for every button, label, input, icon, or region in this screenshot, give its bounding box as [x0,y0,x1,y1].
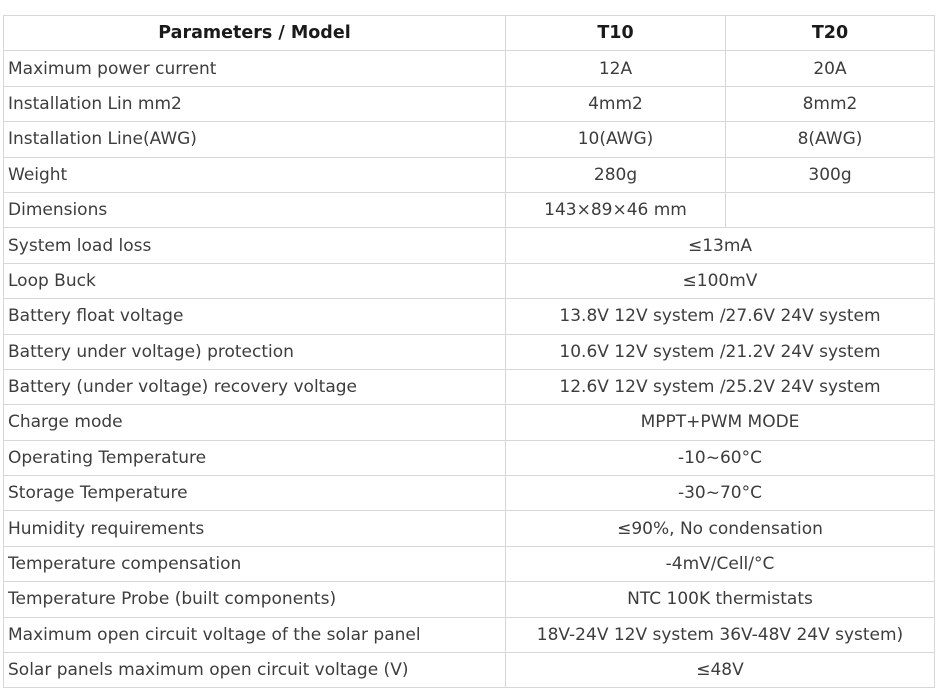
parameter-cell: Storage Temperature [3,475,506,512]
merged-value-cell: ≤13mA [505,227,935,264]
table-row: Storage Temperature -30~70°C [3,475,935,512]
parameter-cell: Charge mode [3,404,506,441]
spec-table-body: Maximum power current 12A 20A Installation … [3,50,935,689]
parameter-cell: Installation Lin mm2 [3,85,506,123]
t20-value-cell: 8(AWG) [725,121,935,158]
table-row: Humidity requirements ≤90%, No condensati… [3,510,935,547]
header-row: Parameters / Model T10 T20 [3,14,935,52]
t20-value-cell [725,191,935,229]
merged-value-cell: 18V-24V 12V system 36V-48V 24V system) [505,616,935,654]
merged-value-cell: 12.6V 12V system /25.2V 24V system [505,368,935,406]
t20-value-cell: 300g [725,156,935,193]
merged-value-cell: 10.6V 12V system /21.2V 24V system [505,333,935,370]
spec-table: Parameters / Model T10 T20 Maximum power… [3,14,935,689]
table-row: Battery under voltage) protection 10.6V 1… [3,333,935,370]
parameter-cell: Battery (under voltage) recovery voltage [3,368,506,406]
parameter-cell: System load loss [3,227,506,264]
t10-value-cell: 10(AWG) [505,121,726,158]
table-row: Operating Temperature -10~60°C [3,439,935,477]
table-row: Weight 280g 300g [3,156,935,193]
table-row: Loop Buck ≤100mV [3,262,935,300]
parameter-cell: Temperature compensation [3,545,506,583]
t10-value-cell: 143×89×46 mm [505,191,726,229]
table-row: Battery float voltage 13.8V 12V system /2… [3,298,935,335]
merged-value-cell: 13.8V 12V system /27.6V 24V system [505,298,935,335]
table-row: Battery (under voltage) recovery voltage… [3,368,935,406]
header-model-t10: T10 [505,14,726,52]
merged-value-cell: ≤90%, No condensation [505,510,935,547]
t20-value-cell: 20A [725,50,935,87]
spec-table-header: Parameters / Model T10 T20 [3,14,935,52]
table-row: Temperature compensation -4mV/Cell/°C [3,545,935,583]
table-row: Solar panels maximum open circuit voltag… [3,652,935,689]
table-row: Charge mode MPPT+PWM MODE [3,404,935,441]
t20-value-cell: 8mm2 [725,85,935,123]
merged-value-cell: ≤100mV [505,262,935,300]
table-row: Installation Lin mm2 4mm2 8mm2 [3,85,935,123]
parameter-cell: Maximum power current [3,50,506,87]
merged-value-cell: -30~70°C [505,475,935,512]
parameter-cell: Maximum open circuit voltage of the sola… [3,616,506,654]
t10-value-cell: 4mm2 [505,85,726,123]
parameter-cell: Weight [3,156,506,193]
header-parameters-model: Parameters / Model [3,14,506,52]
t10-value-cell: 280g [505,156,726,193]
table-row: Maximum open circuit voltage of the sola… [3,616,935,654]
merged-value-cell: ≤48V [505,652,935,689]
table-row: Installation Line(AWG) 10(AWG) 8(AWG) [3,121,935,158]
merged-value-cell: -4mV/Cell/°C [505,545,935,583]
merged-value-cell: -10~60°C [505,439,935,477]
parameter-cell: Battery float voltage [3,298,506,335]
table-row: Temperature Probe (built components) NTC … [3,581,935,618]
parameter-cell: Loop Buck [3,262,506,300]
parameter-cell: Operating Temperature [3,439,506,477]
merged-value-cell: MPPT+PWM MODE [505,404,935,441]
table-row: System load loss ≤13mA [3,227,935,264]
parameter-cell: Temperature Probe (built components) [3,581,506,618]
parameter-cell: Installation Line(AWG) [3,121,506,158]
parameter-cell: Battery under voltage) protection [3,333,506,370]
merged-value-cell: NTC 100K thermistats [505,581,935,618]
parameter-cell: Humidity requirements [3,510,506,547]
parameter-cell: Dimensions [3,191,506,229]
header-model-t20: T20 [725,14,935,52]
parameter-cell: Solar panels maximum open circuit voltag… [3,652,506,689]
table-row: Maximum power current 12A 20A [3,50,935,87]
table-row: Dimensions 143×89×46 mm [3,191,935,229]
t10-value-cell: 12A [505,50,726,87]
